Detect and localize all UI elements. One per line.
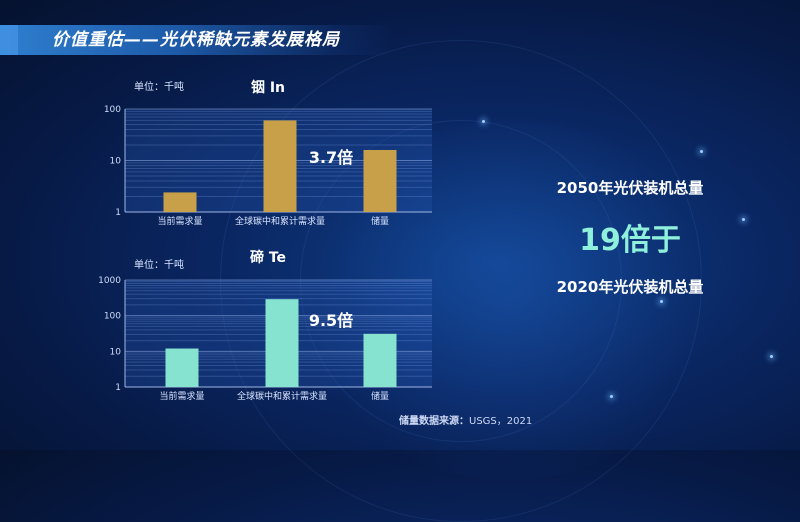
bar	[363, 333, 397, 387]
bar	[263, 120, 297, 212]
category-label: 当前需求量	[157, 215, 202, 227]
background-star	[482, 120, 485, 123]
comparison-line-2050: 2050年光伏装机总量	[556, 179, 704, 197]
category-label: 当前需求量	[159, 390, 204, 402]
bar	[163, 192, 197, 212]
y-tick-label: 1	[115, 208, 121, 218]
ratio-annotation: 3.7倍	[309, 148, 353, 167]
y-tick-label: 1	[115, 383, 121, 393]
title-accent	[0, 25, 18, 55]
data-source-label: 储量数据来源：	[399, 416, 469, 427]
bar	[363, 149, 397, 212]
comparison-line-2020: 2020年光伏装机总量	[556, 278, 704, 296]
category-label: 全球碳中和累计需求量	[235, 215, 325, 227]
y-tick-label: 10	[110, 157, 122, 167]
title-bar	[0, 25, 392, 55]
category-label: 储量	[371, 390, 389, 402]
data-source-value: USGS，2021	[469, 416, 533, 427]
page-title: 价值重估——光伏稀缺元素发展格局	[52, 30, 340, 50]
comparison-highlight: 19倍于	[579, 223, 681, 258]
y-tick-label: 100	[104, 105, 121, 115]
bar	[265, 299, 299, 387]
y-tick-label: 100	[104, 312, 121, 322]
bar	[165, 348, 199, 387]
category-label: 储量	[371, 215, 389, 227]
background-star	[700, 150, 703, 153]
background-star	[770, 355, 773, 358]
background-star	[610, 395, 613, 398]
category-label: 全球碳中和累计需求量	[237, 390, 327, 402]
y-tick-label: 1000	[98, 276, 121, 286]
chart-title: 铟 In	[251, 79, 285, 96]
y-tick-label: 10	[110, 347, 122, 357]
ratio-annotation: 9.5倍	[309, 311, 353, 330]
unit-label: 单位：千吨	[134, 258, 184, 271]
background-star	[742, 218, 745, 221]
unit-label: 单位：千吨	[134, 80, 184, 93]
data-source-note: 储量数据来源：USGS，2021	[399, 412, 532, 427]
chart-title: 碲 Te	[250, 249, 286, 266]
background-star	[660, 300, 663, 303]
